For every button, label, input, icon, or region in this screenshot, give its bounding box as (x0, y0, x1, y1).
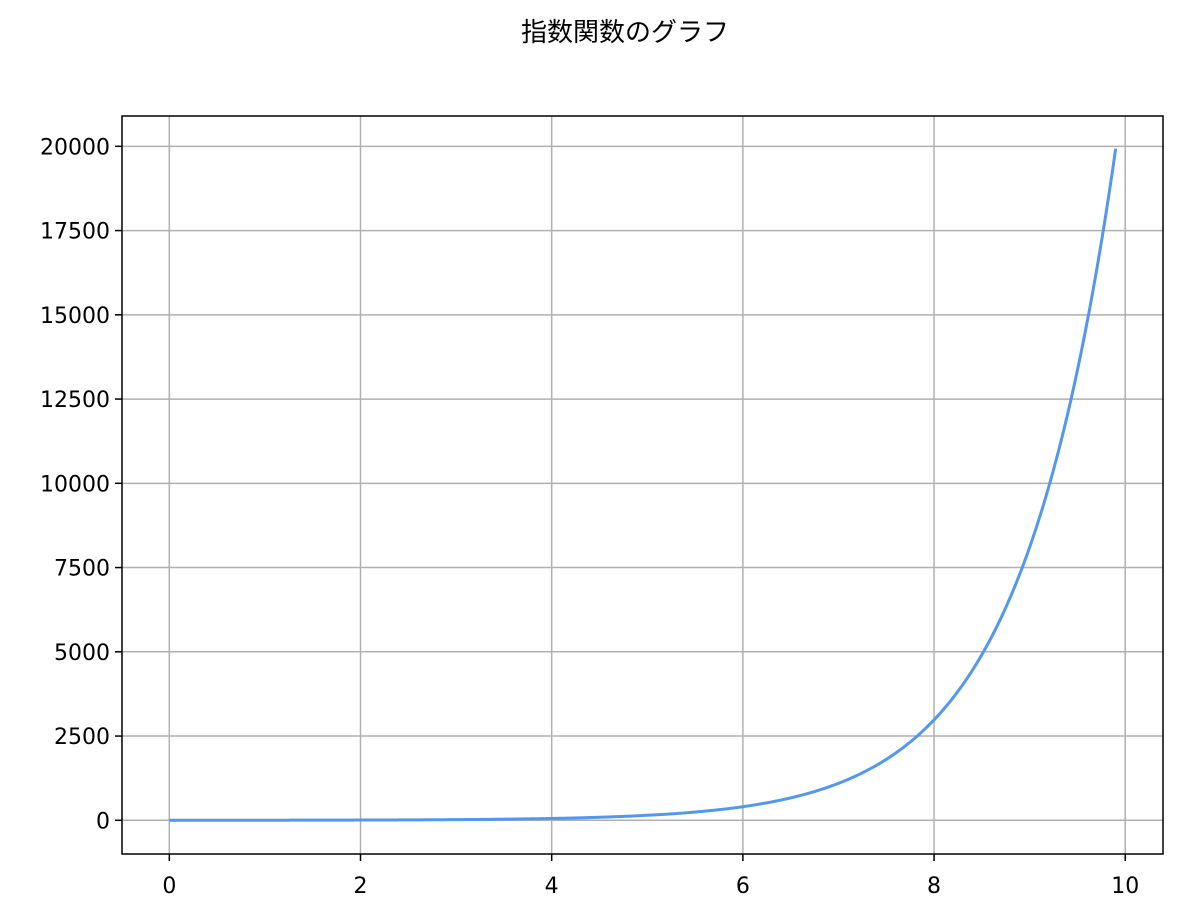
y-tick-label: 7500 (54, 557, 110, 582)
y-tick-label: 12500 (40, 388, 110, 413)
series-layer (169, 148, 1118, 822)
y-tick-label: 10000 (40, 472, 110, 497)
x-tick-label: 6 (736, 874, 750, 899)
x-tick-label: 4 (545, 874, 559, 899)
y-tick-label: 0 (96, 809, 110, 834)
y-tick-label: 15000 (40, 304, 110, 329)
tick-layer: 0 2 4 6 8 10 0 2500 5000 7500 10000 12500 15000 17500… (40, 135, 1139, 899)
x-tick-label: 2 (354, 874, 368, 899)
grid-layer (122, 116, 1163, 854)
x-tick-label: 8 (927, 874, 941, 899)
series-line-0 (169, 148, 1118, 822)
chart-title: 指数関数のグラフ (521, 18, 729, 48)
x-tick-label: 10 (1111, 874, 1139, 899)
x-tick-label: 0 (162, 874, 176, 899)
plot-frame (121, 115, 1164, 855)
y-tick-label: 2500 (54, 725, 110, 750)
y-tick-label: 20000 (40, 135, 110, 160)
y-tick-label: 17500 (40, 220, 110, 245)
y-tick-label: 5000 (54, 641, 110, 666)
